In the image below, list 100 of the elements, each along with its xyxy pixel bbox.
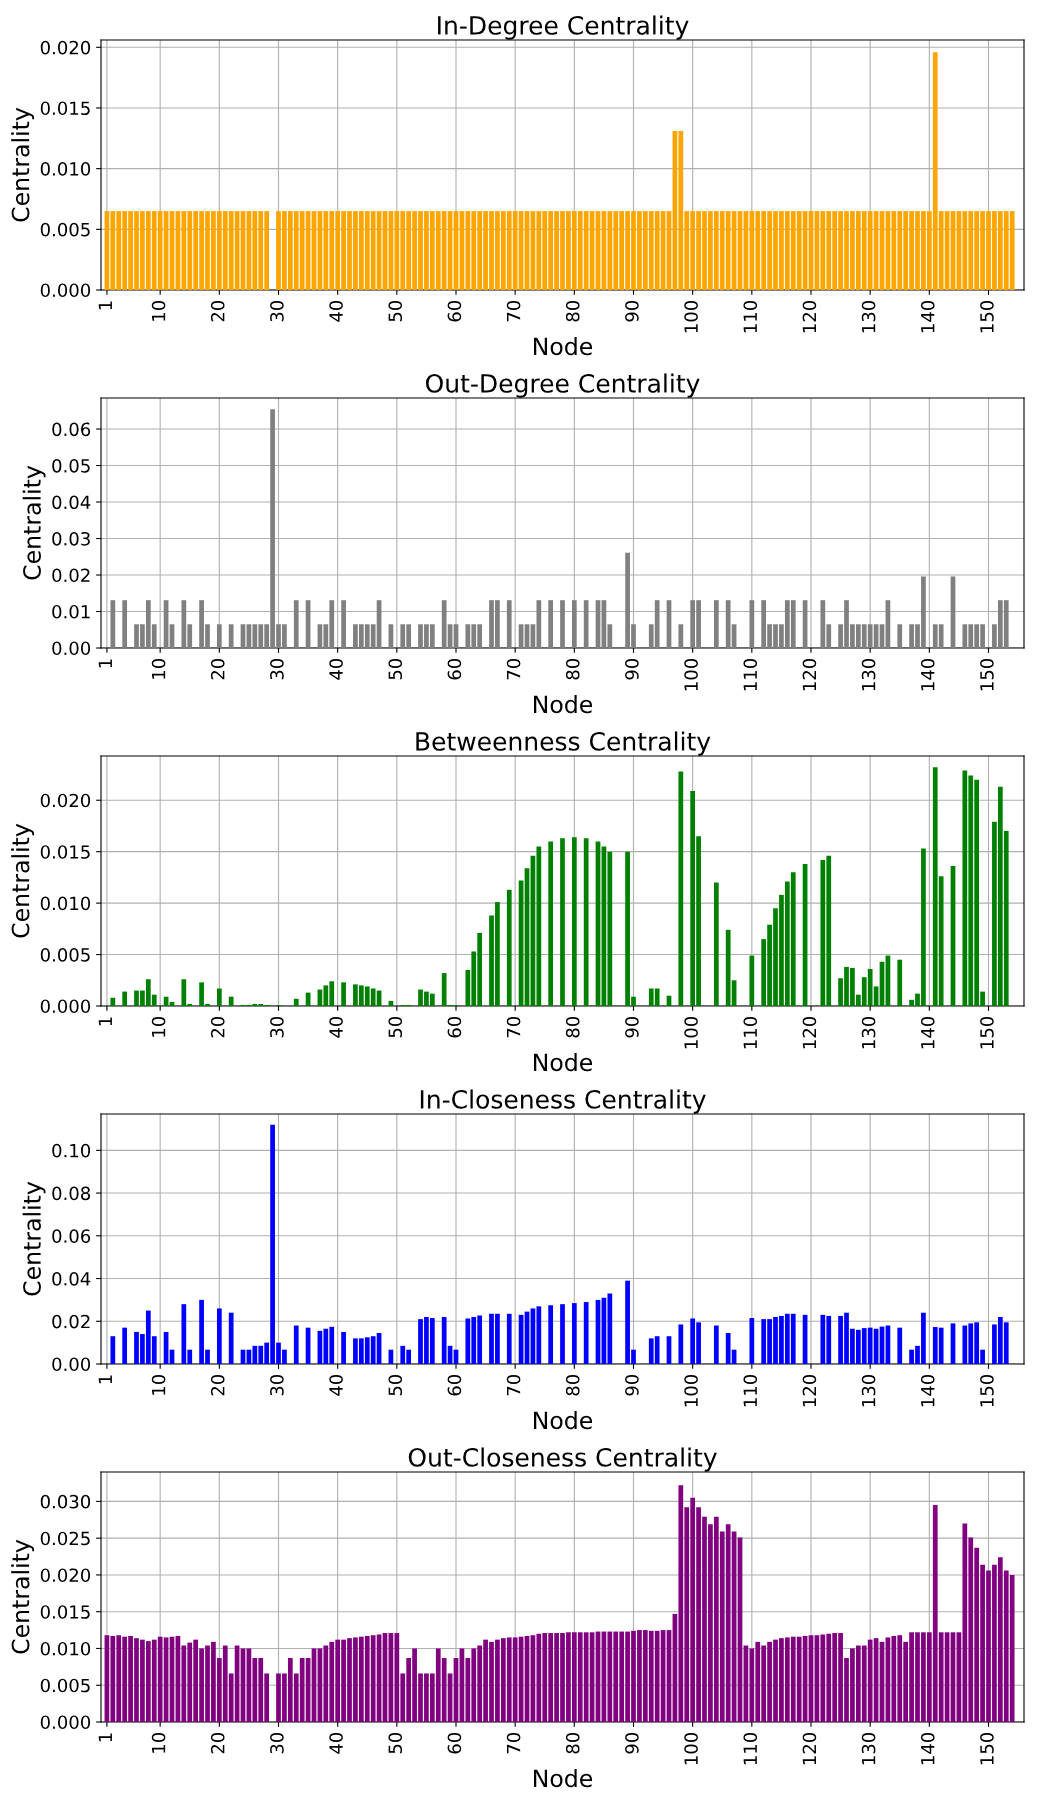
x-tick-label: 40 — [329, 1374, 343, 1396]
bar — [228, 1312, 234, 1364]
x-tick-label: 80 — [565, 300, 580, 322]
bar — [506, 889, 512, 1006]
x-axis-title: Node — [534, 1768, 593, 1788]
bar — [506, 1313, 512, 1364]
x-tick-label: 1 — [98, 301, 112, 310]
x-tick-label: 110 — [743, 1732, 758, 1765]
bar — [228, 996, 234, 1006]
x-tick-label: 130 — [861, 300, 876, 333]
x-tick-label: 50 — [388, 658, 403, 680]
bar — [583, 838, 589, 1006]
x-tick-label: 30 — [270, 1374, 284, 1396]
y-tick-label: 0.03 — [52, 531, 90, 546]
bar — [122, 1327, 128, 1364]
y-axis-title: Centrality — [11, 1539, 35, 1654]
x-tick-label: 90 — [625, 300, 639, 322]
y-tick-label: 0.020 — [40, 793, 91, 808]
x-tick-label: 110 — [743, 1016, 758, 1049]
x-tick-label: 70 — [506, 658, 521, 680]
bar — [749, 1318, 755, 1364]
bar — [122, 991, 128, 1006]
x-tick-label: 140 — [920, 1016, 935, 1049]
x-tick-label: 50 — [388, 1732, 403, 1754]
bar — [560, 1304, 565, 1364]
x-tick-label: 90 — [625, 1016, 639, 1038]
y-tick-label: 0.005 — [40, 948, 90, 962]
x-tick-label: 20 — [210, 1374, 225, 1396]
y-axis-title: Centrality — [22, 1181, 46, 1296]
x-tick-label: 80 — [565, 1374, 580, 1396]
y-tick-label: 0.025 — [40, 1531, 90, 1546]
x-tick-label: 90 — [625, 1374, 639, 1396]
bar — [713, 882, 719, 1006]
y-tick-label: 0.00 — [52, 641, 91, 656]
x-tick-label: 70 — [506, 1732, 521, 1754]
x-tick-label: 1 — [98, 1017, 112, 1026]
bar — [110, 600, 116, 648]
x-tick-label: 80 — [565, 658, 580, 680]
bar — [216, 1308, 222, 1364]
y-tick-label: 0.015 — [40, 1605, 90, 1619]
y-tick-label: 0.010 — [40, 1641, 91, 1656]
bar — [548, 841, 554, 1006]
x-tick-label: 110 — [743, 1374, 758, 1407]
bar — [110, 997, 116, 1006]
x-tick-label: 30 — [270, 1016, 284, 1038]
x-tick-label: 110 — [743, 658, 758, 691]
bar — [293, 1325, 299, 1364]
x-tick-label: 80 — [565, 1016, 580, 1038]
x-tick-label: 10 — [151, 1732, 166, 1753]
bar — [216, 624, 222, 648]
y-tick-label: 0.00 — [52, 1357, 91, 1372]
x-tick-label: 40 — [329, 658, 343, 680]
bar — [583, 600, 589, 648]
x-tick-label: 10 — [151, 658, 166, 679]
chart-title: Out-Degree Centrality — [425, 373, 700, 398]
bar — [678, 624, 684, 648]
x-tick-label: 30 — [270, 300, 284, 322]
bar — [749, 600, 755, 648]
x-tick-label: 40 — [329, 300, 343, 322]
x-tick-label: 60 — [447, 1374, 462, 1396]
bar — [897, 624, 903, 648]
x-tick-label: 40 — [329, 1732, 343, 1754]
bar — [713, 600, 719, 648]
x-tick-label: 50 — [388, 300, 403, 322]
x-tick-label: 150 — [980, 1016, 994, 1049]
bar — [583, 1302, 589, 1364]
x-tick-label: 130 — [861, 1016, 876, 1049]
y-tick-label: 0.015 — [40, 101, 90, 116]
x-tick-label: 100 — [684, 1016, 698, 1049]
x-tick-label: 90 — [625, 658, 639, 680]
x-tick-label: 70 — [506, 1374, 521, 1396]
y-tick-label: 0.015 — [40, 845, 90, 859]
chart-title: In-Degree Centrality — [438, 15, 689, 40]
bar — [571, 1303, 577, 1364]
bar — [293, 600, 299, 648]
y-tick-label: 0.020 — [40, 40, 91, 55]
y-tick-label: 0.02 — [52, 1314, 90, 1329]
x-tick-label: 120 — [802, 300, 817, 333]
x-tick-label: 120 — [802, 658, 817, 691]
x-tick-label: 100 — [684, 1732, 698, 1765]
bar — [341, 1331, 346, 1364]
y-tick-label: 0.010 — [40, 162, 91, 176]
x-tick-label: 120 — [802, 1374, 817, 1407]
y-tick-label: 0.06 — [52, 422, 91, 437]
x-tick-label: 20 — [210, 300, 225, 322]
bar — [897, 959, 903, 1006]
chart-title: Betweenness Centrality — [416, 731, 711, 756]
x-tick-label: 50 — [388, 1374, 403, 1396]
x-tick-label: 70 — [506, 300, 521, 322]
x-tick-label: 150 — [980, 1374, 994, 1407]
x-tick-label: 10 — [151, 300, 166, 321]
x-tick-label: 130 — [861, 658, 876, 691]
bar — [560, 838, 565, 1006]
bar — [571, 600, 577, 648]
y-tick-label: 0.04 — [52, 1271, 91, 1286]
x-tick-label: 80 — [565, 1732, 580, 1754]
bar — [506, 600, 512, 648]
bar — [341, 600, 346, 648]
x-tick-label: 60 — [447, 658, 462, 680]
x-axis-title: Node — [534, 1052, 593, 1072]
